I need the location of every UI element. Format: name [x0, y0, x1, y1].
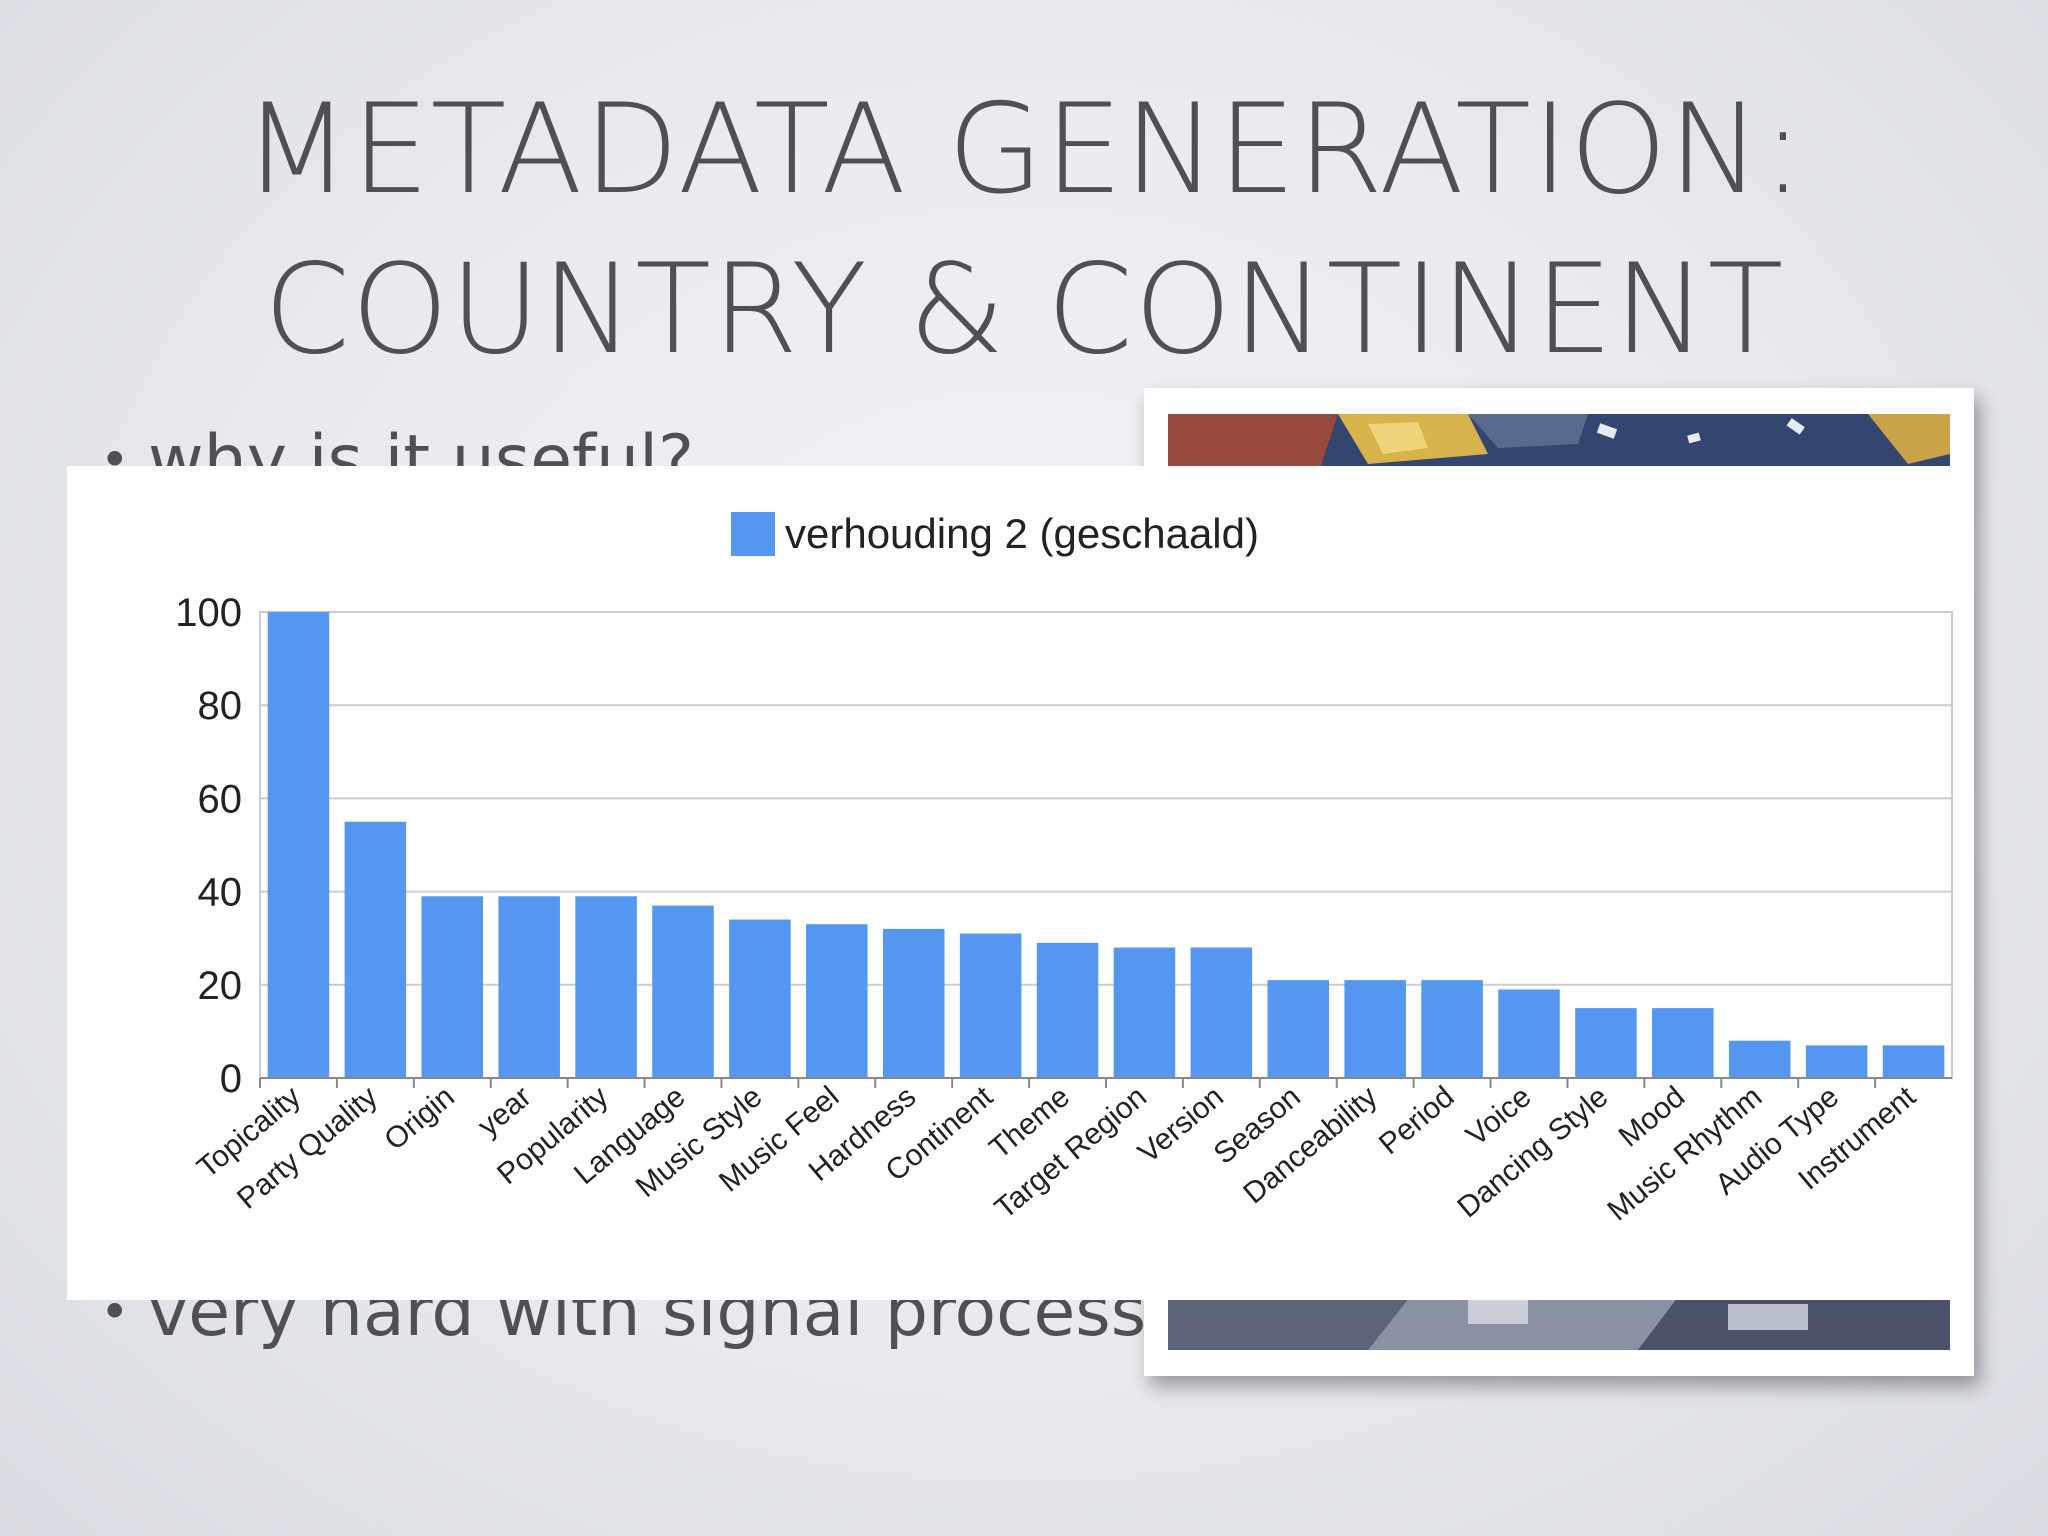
y-tick-label: 80	[198, 684, 243, 728]
bar	[1498, 989, 1560, 1078]
legend-label: verhouding 2 (geschaald)	[785, 510, 1259, 557]
bar	[1728, 1040, 1791, 1078]
bar	[806, 924, 868, 1078]
x-tick-label: Version	[1132, 1080, 1230, 1170]
bar	[729, 919, 791, 1078]
bar	[421, 896, 484, 1078]
bar	[267, 612, 330, 1078]
bar	[1421, 980, 1483, 1078]
bar	[1575, 1008, 1637, 1078]
bar	[1036, 942, 1099, 1078]
y-tick-label: 60	[198, 777, 243, 821]
bar	[575, 896, 637, 1078]
x-tick-label: year	[472, 1080, 538, 1143]
slide-title-line-1: METADATA GENERATION:	[243, 78, 1805, 222]
bar	[498, 896, 560, 1078]
slide-title: METADATA GENERATION: COUNTRY & CONTINENT	[0, 70, 2048, 390]
chart-panel: verhouding 2 (geschaald) 0 20 40 60 80 100 Top…	[67, 466, 1968, 1300]
bar	[1344, 980, 1406, 1078]
y-tick-label: 40	[198, 871, 243, 915]
bar	[344, 821, 407, 1078]
bar	[1882, 1045, 1945, 1078]
y-tick-label: 100	[175, 591, 242, 635]
bar-chart: verhouding 2 (geschaald) 020406080100Top…	[175, 510, 1953, 1228]
x-tick-label: Origin	[378, 1080, 461, 1157]
bar	[959, 933, 1022, 1078]
y-tick-label: 0	[220, 1057, 242, 1101]
bar	[1190, 947, 1253, 1078]
x-tick-label: Period	[1373, 1080, 1461, 1161]
bar	[1267, 980, 1330, 1078]
y-tick-label: 20	[198, 964, 243, 1008]
bar	[1113, 947, 1176, 1078]
bar	[1805, 1045, 1868, 1078]
legend-swatch	[731, 512, 775, 556]
bar	[652, 905, 714, 1078]
slide-title-line-2: COUNTRY & CONTINENT	[263, 238, 1785, 382]
bar	[882, 928, 945, 1078]
bar	[1652, 1008, 1714, 1078]
